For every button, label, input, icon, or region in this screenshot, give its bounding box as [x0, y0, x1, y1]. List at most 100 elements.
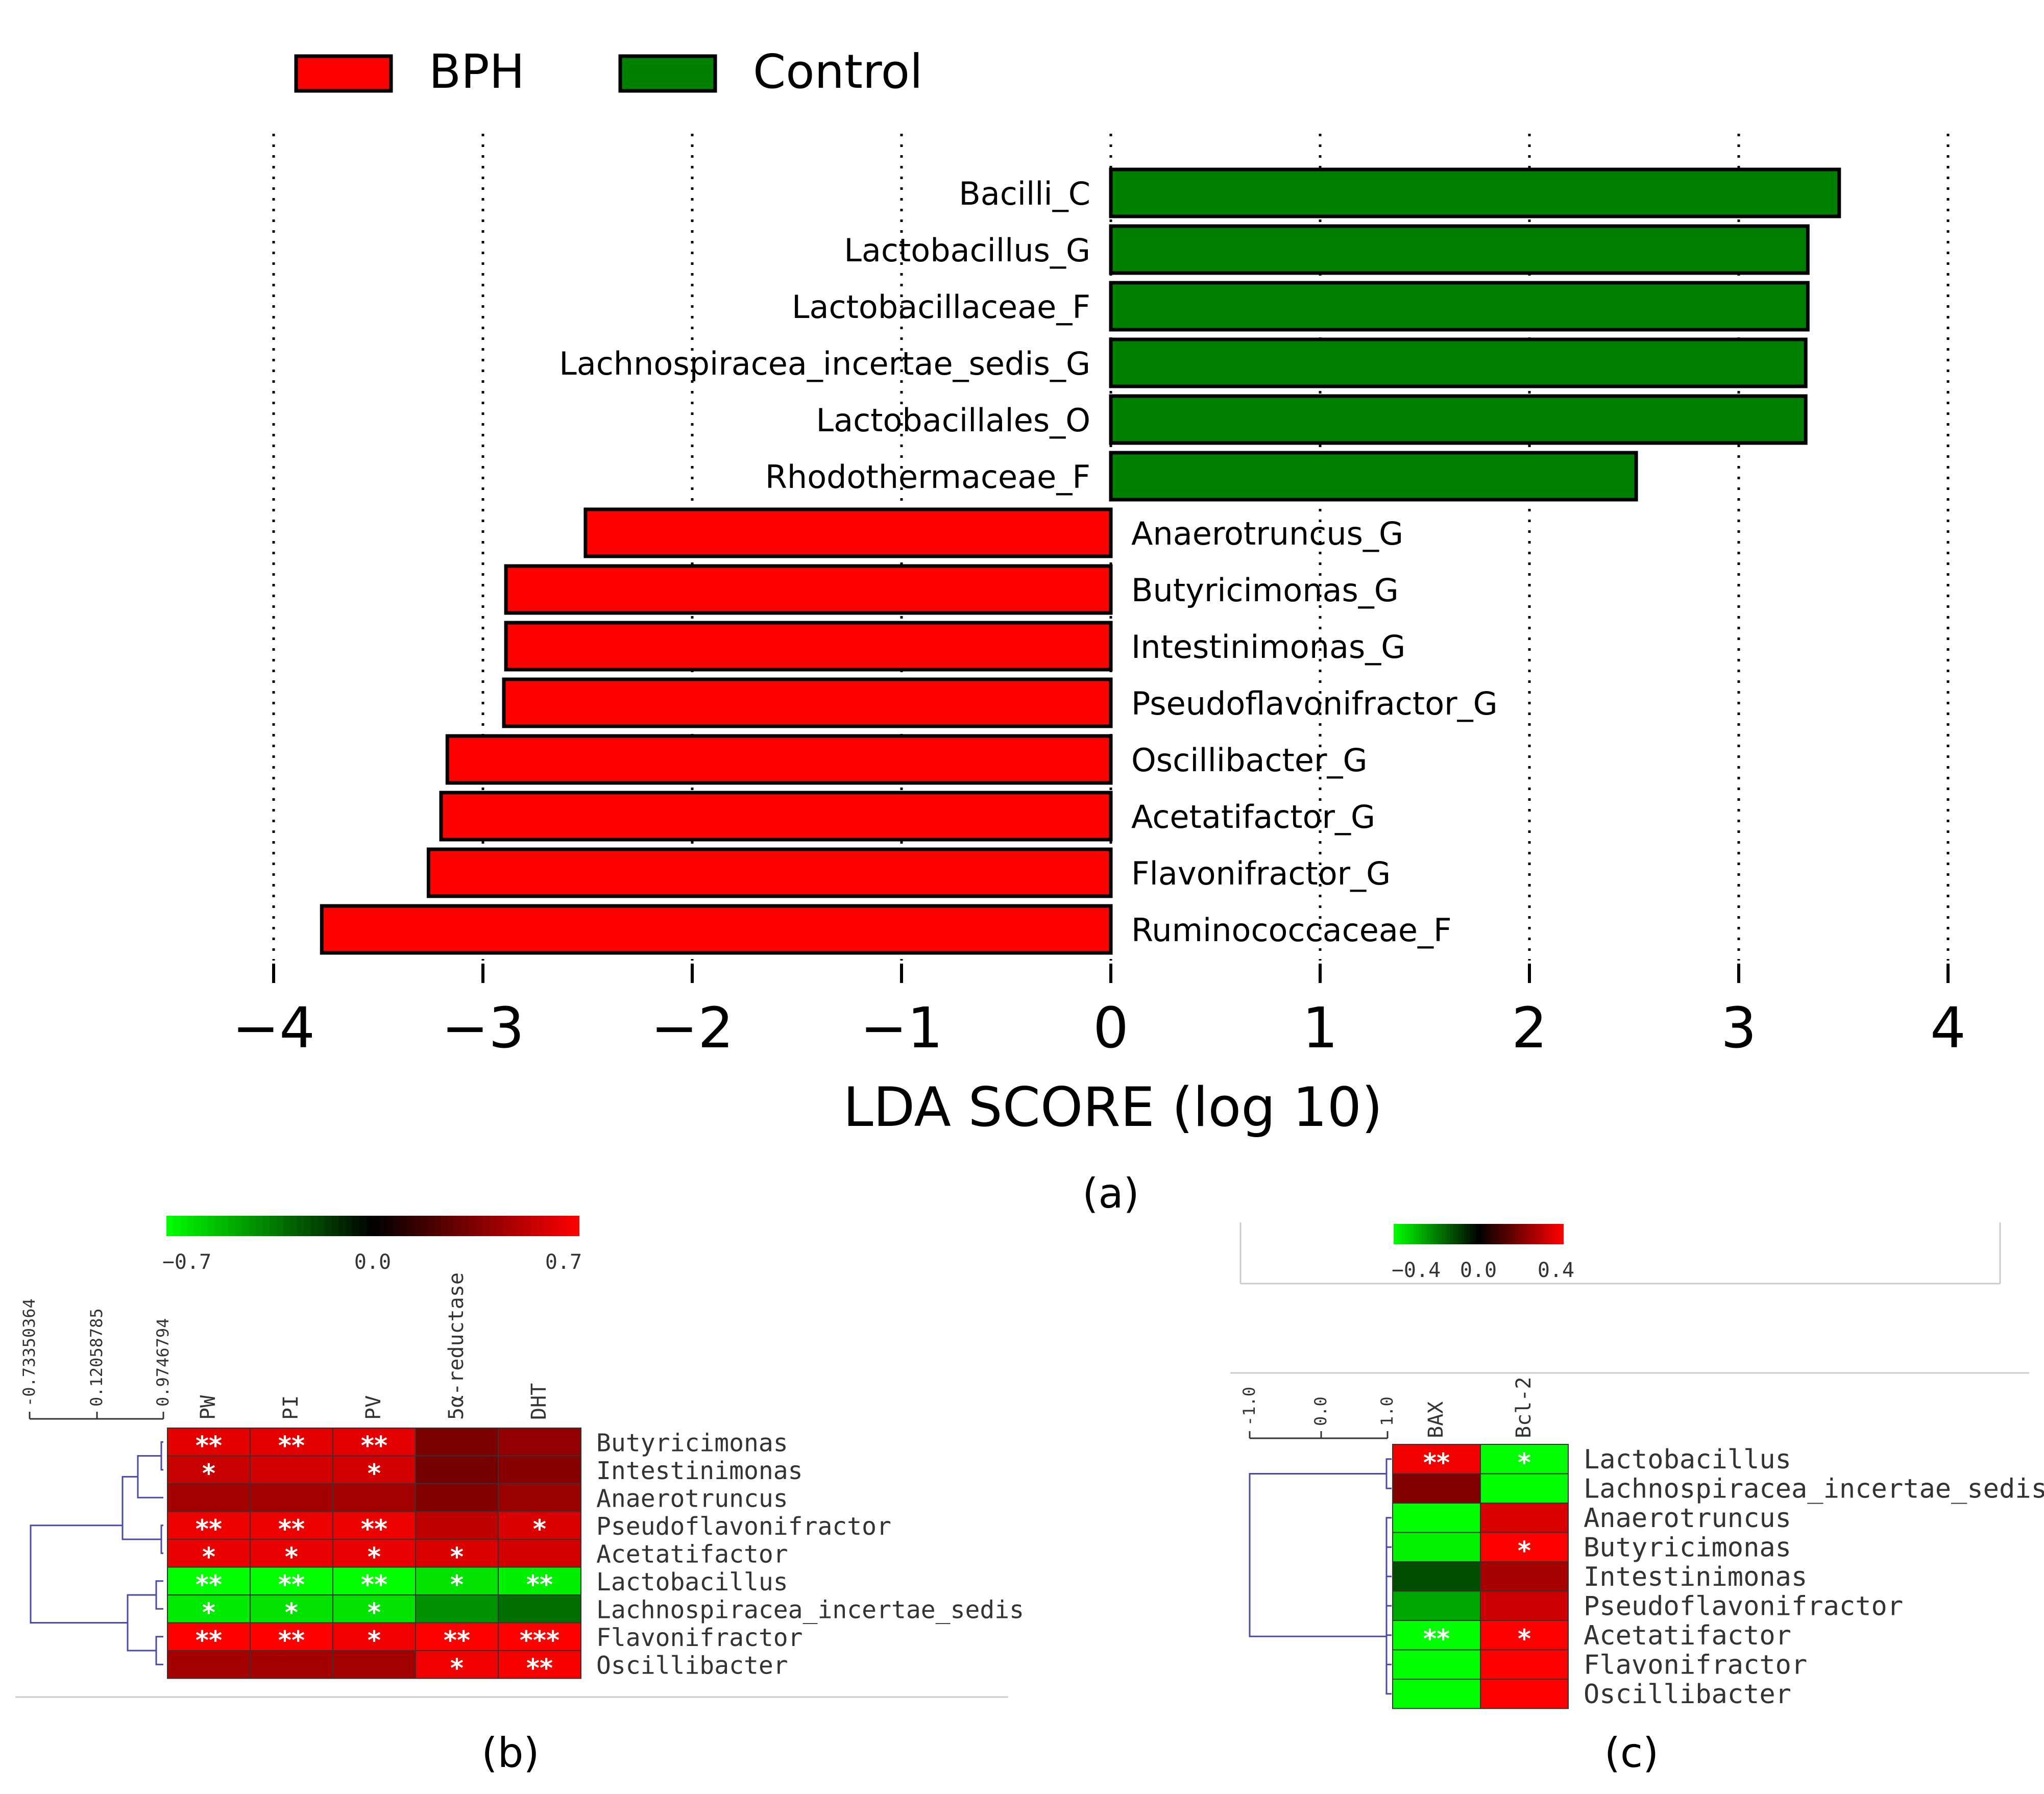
heatmap-cell — [1480, 1444, 1569, 1474]
dendro-scale-label: -0.73350364 — [19, 1298, 39, 1407]
colorbar-segment — [1419, 1224, 1423, 1244]
colorbar-segment — [1529, 1224, 1533, 1244]
x-tick-label: 0 — [1093, 995, 1129, 1061]
colorbar-segment — [524, 1216, 531, 1236]
heatmap-cell — [332, 1539, 416, 1568]
bar-label: Lactobacillales_O — [816, 402, 1090, 439]
heatmap-cell — [250, 1511, 333, 1540]
heatmap-cell — [498, 1539, 581, 1568]
colorbar-segment — [455, 1216, 463, 1236]
colorbar-segment — [310, 1216, 319, 1236]
colorbar-segment — [1543, 1224, 1547, 1244]
dendro-scale-label: 0.0 — [1311, 1396, 1330, 1426]
colorbar-segment — [558, 1216, 566, 1236]
bar-label: Flavonifractor_G — [1131, 855, 1391, 892]
colorbar-segment — [193, 1216, 202, 1236]
colorbar-segment — [386, 1216, 394, 1236]
dendrogram-branch — [160, 1525, 163, 1554]
colorbar-segment — [1518, 1224, 1521, 1244]
heatmap-cell — [415, 1594, 499, 1624]
heatmap-cell — [332, 1428, 416, 1457]
row-label: Lachnospiracea_incertae_sedis — [1584, 1473, 2044, 1504]
heatmap-cell — [250, 1455, 333, 1484]
heatmap-cell — [498, 1622, 581, 1651]
lda-bar — [502, 677, 1113, 728]
colorbar-segment — [207, 1216, 215, 1236]
significance-mark: * — [1518, 1448, 1531, 1478]
colorbar-segment — [400, 1216, 408, 1236]
colorbar-segment — [448, 1216, 456, 1236]
x-tick-label: −1 — [860, 995, 943, 1061]
colorbar-segment — [441, 1216, 449, 1236]
heatmap-cell — [1392, 1590, 1481, 1621]
dendrogram-branch — [30, 1525, 128, 1624]
colorbar-segment — [393, 1216, 401, 1236]
dendro-scale-label: 0.9746794 — [153, 1318, 173, 1407]
colorbar-segment — [187, 1216, 194, 1236]
dendrogram-branch — [155, 1636, 163, 1665]
colorbar-segment — [214, 1216, 222, 1236]
column-label: 5α-reductase — [445, 1272, 468, 1420]
colorbar-segment — [1467, 1224, 1471, 1244]
heatmap-cell — [498, 1483, 581, 1512]
column-label: DHT — [527, 1383, 551, 1420]
column-label: Bcl-2 — [1512, 1377, 1536, 1438]
colorbar-segment — [1413, 1224, 1417, 1244]
colorbar-segment — [538, 1216, 545, 1236]
colorbar-segment — [1416, 1224, 1420, 1244]
colorbar-segment — [1512, 1224, 1516, 1244]
x-tick-label: 3 — [1721, 995, 1757, 1061]
heatmap-cell — [1480, 1590, 1569, 1621]
significance-mark: * — [1518, 1536, 1531, 1565]
bar-label: Acetatifactor_G — [1131, 798, 1375, 835]
row-label: Acetatifactor — [1584, 1620, 1791, 1651]
colorbar-segment — [1444, 1224, 1448, 1244]
colorbar-segment — [1509, 1224, 1513, 1244]
dendrogram-branch — [137, 1455, 163, 1498]
significance-mark: * — [450, 1653, 464, 1683]
bar-label: Lactobacillus_G — [844, 232, 1090, 269]
heatmap-cell — [250, 1650, 333, 1679]
lda-bar — [1109, 281, 1810, 332]
colorbar-segment — [228, 1216, 236, 1236]
heatmap-cell — [1392, 1649, 1481, 1680]
colorbar-segment — [1487, 1224, 1491, 1244]
caption-a: (a) — [1082, 1170, 1139, 1217]
dendrogram-branch — [1385, 1458, 1392, 1489]
colorbar-segment — [427, 1216, 435, 1236]
dendrogram-branch — [1249, 1473, 1386, 1637]
colorbar-segment — [1549, 1224, 1552, 1244]
heatmap-cell — [250, 1483, 333, 1512]
colorbar-segment — [379, 1216, 387, 1236]
heatmap-cell — [332, 1511, 416, 1540]
lda-bar — [320, 904, 1113, 955]
colorbar-segment — [1396, 1224, 1400, 1244]
row-label: Anaerotruncus — [596, 1484, 788, 1513]
colorbar-segment — [1551, 1224, 1555, 1244]
colorbar-segment — [1430, 1224, 1434, 1244]
colorbar-segment — [1402, 1224, 1406, 1244]
colorbar-segment — [235, 1216, 243, 1236]
colorbar-segment — [262, 1216, 270, 1236]
colorbar-segment — [1495, 1224, 1499, 1244]
lda-bar — [1109, 394, 1808, 445]
colorbar-segment — [1455, 1224, 1459, 1244]
colorbar-segment — [1436, 1224, 1440, 1244]
x-tick-label: −4 — [232, 995, 315, 1061]
colorbar-segment — [1472, 1224, 1476, 1244]
heatmap-cell — [1392, 1473, 1481, 1504]
x-tick-label: 1 — [1302, 995, 1338, 1061]
colorbar-segment — [1526, 1224, 1530, 1244]
colorbar-segment — [270, 1216, 277, 1236]
colorbar-segment — [1532, 1224, 1536, 1244]
colorbar-segment — [1540, 1224, 1544, 1244]
colorbar-segment — [1405, 1224, 1408, 1244]
colorbar-segment — [1458, 1224, 1462, 1244]
heatmap-cell — [167, 1539, 251, 1568]
row-label: Acetatifactor — [596, 1540, 788, 1568]
colorbar-segment — [359, 1216, 367, 1236]
colorbar-segment — [1498, 1224, 1502, 1244]
colorbar-segment — [1433, 1224, 1437, 1244]
heatmap-cell — [332, 1650, 416, 1679]
x-tick-label: 2 — [1512, 995, 1547, 1061]
